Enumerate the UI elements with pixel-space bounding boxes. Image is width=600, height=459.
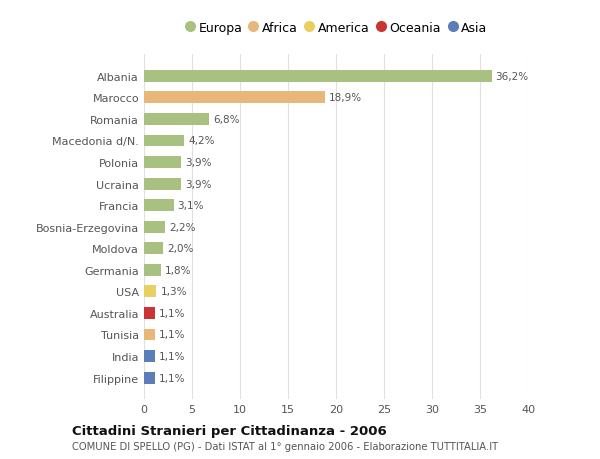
Text: 18,9%: 18,9%: [329, 93, 362, 103]
Bar: [144, 221, 165, 233]
Legend: Europa, Africa, America, Oceania, Asia: Europa, Africa, America, Oceania, Asia: [179, 17, 493, 39]
Text: 1,1%: 1,1%: [158, 330, 185, 340]
Text: 1,1%: 1,1%: [158, 373, 185, 383]
Text: 4,2%: 4,2%: [188, 136, 215, 146]
Text: 3,1%: 3,1%: [178, 201, 204, 211]
Bar: [144, 200, 174, 212]
Bar: [144, 92, 325, 104]
Text: 3,9%: 3,9%: [185, 158, 212, 168]
Text: 1,1%: 1,1%: [158, 308, 185, 318]
Bar: [144, 114, 209, 126]
Bar: [144, 308, 155, 319]
Bar: [144, 243, 163, 255]
Text: Cittadini Stranieri per Cittadinanza - 2006: Cittadini Stranieri per Cittadinanza - 2…: [72, 424, 387, 437]
Bar: [144, 264, 161, 276]
Text: 2,2%: 2,2%: [169, 222, 196, 232]
Text: 1,1%: 1,1%: [158, 351, 185, 361]
Bar: [144, 135, 184, 147]
Text: 36,2%: 36,2%: [496, 72, 529, 82]
Bar: [144, 178, 181, 190]
Bar: [144, 71, 491, 83]
Bar: [144, 286, 157, 297]
Bar: [144, 157, 181, 168]
Text: 1,3%: 1,3%: [160, 287, 187, 297]
Text: 1,8%: 1,8%: [165, 265, 191, 275]
Text: COMUNE DI SPELLO (PG) - Dati ISTAT al 1° gennaio 2006 - Elaborazione TUTTITALIA.: COMUNE DI SPELLO (PG) - Dati ISTAT al 1°…: [72, 441, 498, 451]
Text: 3,9%: 3,9%: [185, 179, 212, 189]
Bar: [144, 329, 155, 341]
Bar: [144, 372, 155, 384]
Text: 2,0%: 2,0%: [167, 244, 193, 254]
Text: 6,8%: 6,8%: [213, 115, 239, 125]
Bar: [144, 350, 155, 362]
